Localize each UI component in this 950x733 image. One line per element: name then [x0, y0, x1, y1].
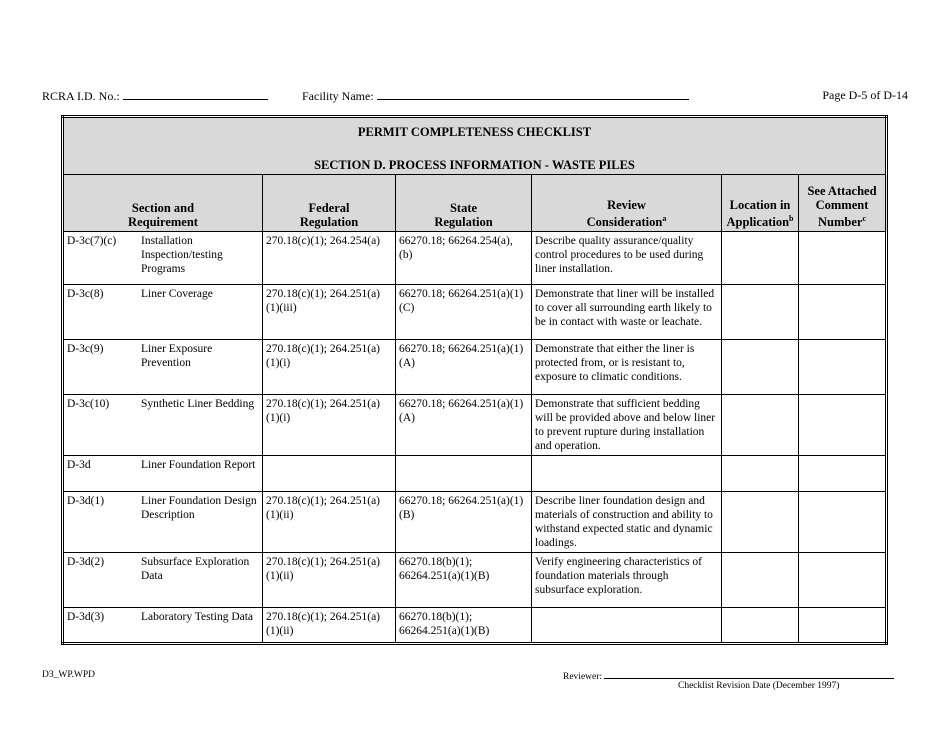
facility-name-label: Facility Name: [302, 89, 374, 103]
section-id: D-3c(8) [67, 288, 104, 300]
requirement: Laboratory Testing Data [141, 611, 254, 623]
review-consideration: Demonstrate that either the liner is pro… [531, 339, 722, 395]
column-header: State Regulation [395, 174, 532, 232]
rcra-id-label: RCRA I.D. No.: [42, 89, 120, 103]
file-name: D3_WP.WPD [42, 670, 96, 680]
state-regulation: 66270.18; 66264.251(a)(1)(A) [395, 394, 532, 456]
reviewer-line [604, 670, 895, 679]
table-row: D-3c(9) Liner Exposure Prevention 270.18(… [62, 339, 887, 395]
facility-name-field: Facility Name: [302, 88, 689, 104]
section-cell: D-3d(3) Laboratory Testing Data [62, 607, 263, 644]
requirement: Liner Coverage [141, 288, 213, 300]
location-in-application [721, 491, 799, 553]
section-id: D-3d [67, 459, 91, 471]
location-in-application [721, 394, 799, 456]
federal-regulation: 270.18(c)(1); 264.251(a)(1)(ii) [262, 491, 396, 553]
section-id: D-3d(1) [67, 495, 105, 507]
review-consideration: Demonstrate that sufficient bedding will… [531, 394, 722, 456]
section-id: D-3c(7)(c) [67, 235, 117, 247]
comment-number [798, 607, 887, 644]
comment-number [798, 231, 887, 285]
state-regulation: 66270.18; 66264.254(a), (b) [395, 231, 532, 285]
location-in-application [721, 339, 799, 395]
checklist-table: PERMIT COMPLETENESS CHECKLIST SECTION D.… [61, 115, 888, 645]
section-cell: D-3d(2) Subsurface Exploration Data [62, 552, 263, 608]
state-regulation: 66270.18; 66264.251(a)(1)(C) [395, 284, 532, 340]
review-consideration: Describe quality assurance/quality contr… [531, 231, 722, 285]
section-cell: D-3c(7)(c) Installation Inspection/testin… [62, 231, 263, 285]
review-consideration [531, 607, 722, 644]
comment-number [798, 552, 887, 608]
table-row: D-3d Liner Foundation Report [62, 455, 887, 492]
location-in-application [721, 607, 799, 644]
reviewer-field: Reviewer: [563, 670, 895, 682]
location-in-application [721, 284, 799, 340]
column-header: Review Considerationa [531, 174, 722, 232]
column-header: Federal Regulation [262, 174, 396, 232]
table-row: D-3d(3) Laboratory Testing Data 270.18(c)… [62, 607, 887, 644]
requirement: Installation Inspection/testing Programs [141, 235, 223, 275]
table-row: D-3c(7)(c) Installation Inspection/testin… [62, 231, 887, 285]
federal-regulation: 270.18(c)(1); 264.251(a)(1)(iii) [262, 284, 396, 340]
review-consideration [531, 455, 722, 492]
federal-regulation [262, 455, 396, 492]
table-row: D-3c(8) Liner Coverage 270.18(c)(1); 264.… [62, 284, 887, 340]
facility-name-line [376, 88, 689, 100]
reviewer-label: Reviewer: [563, 672, 603, 682]
state-regulation: 66270.18(b)(1); 66264.251(a)(1)(B) [395, 552, 532, 608]
federal-regulation: 270.18(c)(1); 264.251(a)(1)(i) [262, 394, 396, 456]
state-regulation: 66270.18; 66264.251(a)(1)(B) [395, 491, 532, 553]
location-in-application [721, 231, 799, 285]
column-header-row: Section and Requirement Federal Regulation S… [62, 174, 887, 232]
location-in-application [721, 552, 799, 608]
section-id: D-3c(10) [67, 398, 110, 410]
section-cell: D-3d Liner Foundation Report [62, 455, 263, 492]
section-cell: D-3c(9) Liner Exposure Prevention [62, 339, 263, 395]
column-header: Section and Requirement [62, 174, 263, 232]
comment-number [798, 455, 887, 492]
requirement: Liner Foundation Report [141, 459, 256, 471]
table-row: D-3c(10) Synthetic Liner Bedding 270.18(c… [62, 394, 887, 456]
rcra-id-field: RCRA I.D. No.: [42, 88, 268, 104]
federal-regulation: 270.18(c)(1); 264.254(a) [262, 231, 396, 285]
requirement: Subsurface Exploration Data [141, 556, 250, 582]
comment-number [798, 339, 887, 395]
revision-date: Checklist Revision Date (December 1997) [678, 681, 840, 691]
table-subtitle: SECTION D. PROCESS INFORMATION - WASTE P… [314, 158, 635, 172]
federal-regulation: 270.18(c)(1); 264.251(a)(1)(ii) [262, 607, 396, 644]
requirement: Liner Exposure Prevention [141, 343, 213, 369]
rcra-id-line [122, 88, 268, 100]
review-consideration: Demonstrate that liner will be installed… [531, 284, 722, 340]
federal-regulation: 270.18(c)(1); 264.251(a)(1)(i) [262, 339, 396, 395]
section-cell: D-3d(1) Liner Foundation Design Descripti… [62, 491, 263, 553]
review-consideration: Describe liner foundation design and mat… [531, 491, 722, 553]
section-id: D-3c(9) [67, 343, 104, 355]
table-row: D-3d(2) Subsurface Exploration Data 270.1… [62, 552, 887, 608]
federal-regulation: 270.18(c)(1); 264.251(a)(1)(ii) [262, 552, 396, 608]
comment-number [798, 394, 887, 456]
table-title: PERMIT COMPLETENESS CHECKLIST [357, 125, 592, 139]
comment-number [798, 491, 887, 553]
requirement: Liner Foundation Design Description [141, 495, 257, 521]
state-regulation: 66270.18(b)(1); 66264.251(a)(1)(B) [395, 607, 532, 644]
table-row: D-3d(1) Liner Foundation Design Descripti… [62, 491, 887, 553]
section-id: D-3d(3) [67, 611, 105, 623]
state-regulation: 66270.18; 66264.251(a)(1)(A) [395, 339, 532, 395]
comment-number [798, 284, 887, 340]
requirement: Synthetic Liner Bedding [141, 398, 255, 410]
state-regulation [395, 455, 532, 492]
column-header: See Attached Comment Numberc [798, 174, 887, 232]
page-number: Page D-5 of D-14 [822, 88, 908, 102]
section-id: D-3d(2) [67, 556, 105, 568]
review-consideration: Verify engineering characteristics of fo… [531, 552, 722, 608]
table-title-band: PERMIT COMPLETENESS CHECKLIST SECTION D.… [62, 116, 887, 175]
section-cell: D-3c(10) Synthetic Liner Bedding [62, 394, 263, 456]
section-cell: D-3c(8) Liner Coverage [62, 284, 263, 340]
location-in-application [721, 455, 799, 492]
column-header: Location in Applicationb [721, 174, 799, 232]
